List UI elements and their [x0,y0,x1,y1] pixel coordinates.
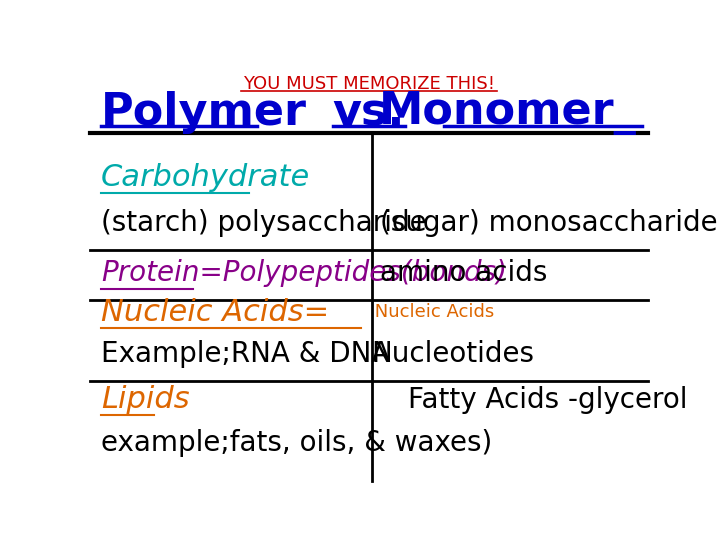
Text: Lipids: Lipids [101,385,190,414]
Text: Nucleic Acids=: Nucleic Acids= [101,298,329,327]
Text: Nucleotides: Nucleotides [372,340,534,368]
Text: Nucleic Acids: Nucleic Acids [369,303,494,321]
Text: Polymer: Polymer [101,91,307,134]
Text: Fatty Acids -glycerol: Fatty Acids -glycerol [408,386,688,414]
Text: Monomer_: Monomer_ [379,91,637,134]
Text: Example;RNA & DNA: Example;RNA & DNA [101,340,390,368]
Text: vs.: vs. [333,91,405,134]
Text: Carbohydrate: Carbohydrate [101,163,310,192]
Text: example;fats, oils, & waxes): example;fats, oils, & waxes) [101,429,492,457]
Text: Protein=Polypeptides(bonds): Protein=Polypeptides(bonds) [101,259,507,287]
Text: YOU MUST MEMORIZE THIS!: YOU MUST MEMORIZE THIS! [243,75,495,92]
Text: (sugar) monosaccharide: (sugar) monosaccharide [380,209,718,237]
Text: (starch) polysaccharide: (starch) polysaccharide [101,209,427,237]
Text: amino acids: amino acids [380,259,547,287]
